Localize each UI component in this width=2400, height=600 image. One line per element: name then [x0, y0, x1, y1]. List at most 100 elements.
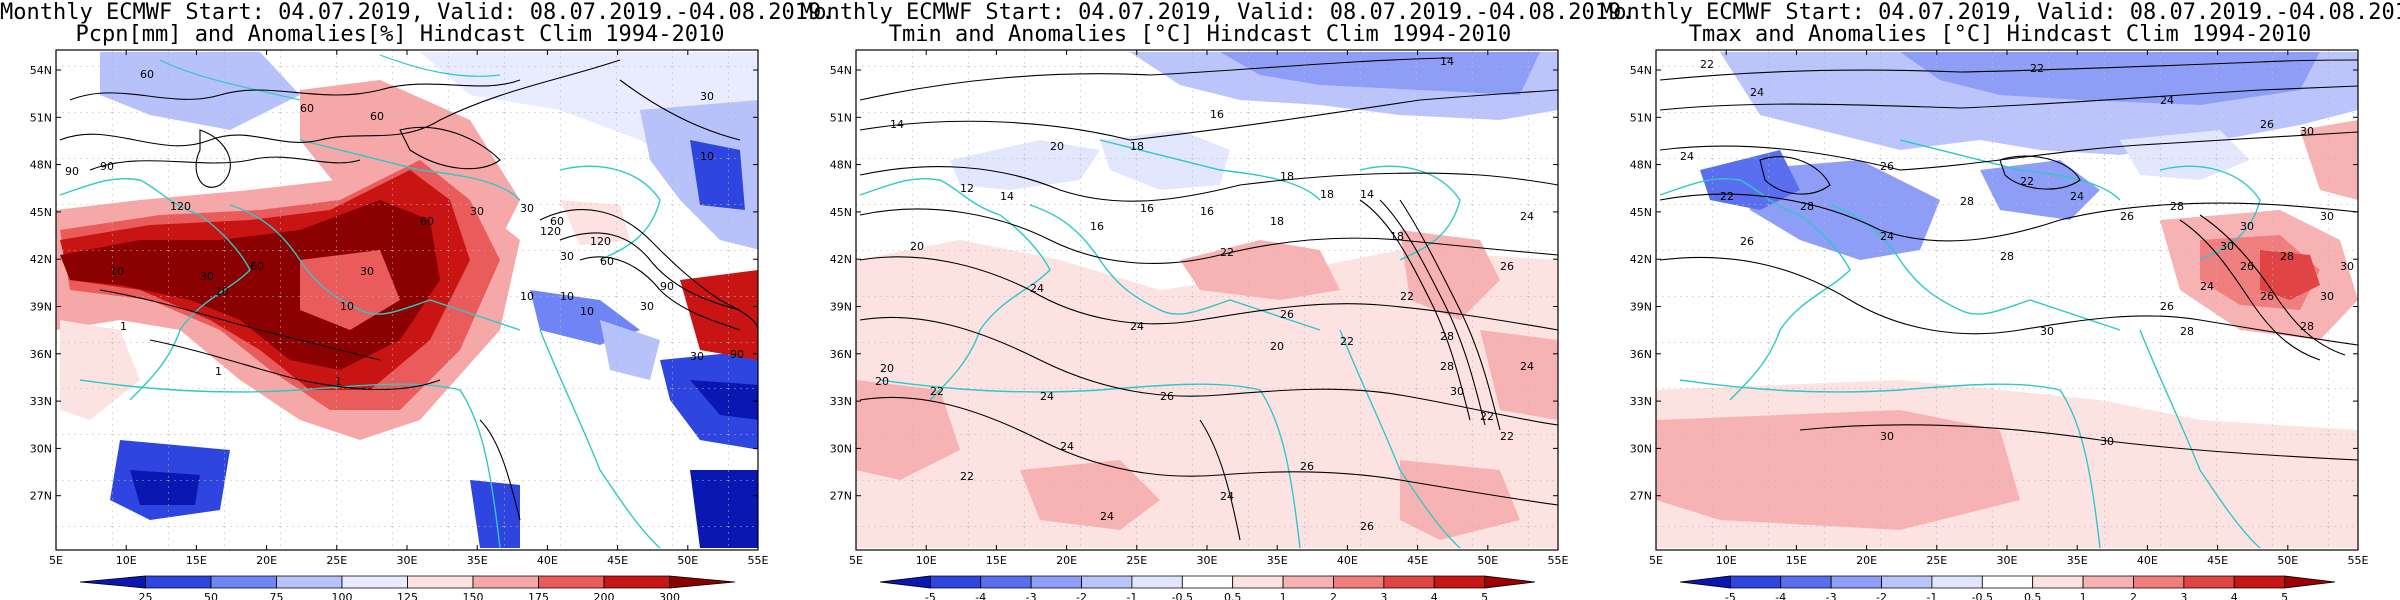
- colorbar-label: 50: [204, 591, 218, 600]
- contour-label: 20: [1050, 140, 1064, 153]
- colorbar-swatch: [2133, 575, 2185, 589]
- longitude-label: 40E: [1337, 554, 1358, 567]
- longitude-label: 50E: [2277, 554, 2298, 567]
- colorbar-label: -3: [1826, 591, 1837, 600]
- panel-title: Monthly ECMWF Start: 04.07.2019, Valid: …: [0, 0, 835, 25]
- colorbar-label: 125: [397, 591, 418, 600]
- contour-label: 120: [540, 225, 561, 238]
- contour-label: 22: [1700, 58, 1714, 71]
- contour-label: 22: [2030, 62, 2044, 75]
- latitude-label: 36N: [1630, 348, 1652, 361]
- contour-label: 1: [120, 320, 127, 333]
- colorbar-label: -3: [1026, 591, 1037, 600]
- contour-label: 120: [170, 200, 191, 213]
- contour-label: 90: [730, 348, 744, 361]
- colorbar-label: -1: [1926, 591, 1937, 600]
- contour-label: 60: [550, 215, 564, 228]
- contour-label: 10: [110, 265, 124, 278]
- colorbar-swatch: [1484, 575, 1536, 589]
- colorbar-swatch: [879, 575, 931, 589]
- latitude-label: 45N: [30, 206, 52, 219]
- panel-tmin: Monthly ECMWF Start: 04.07.2019, Valid: …: [800, 0, 1634, 600]
- latitude-label: 48N: [830, 159, 852, 172]
- contour-label: 16: [1210, 108, 1224, 121]
- contour-label: 10: [520, 290, 534, 303]
- colorbar-label: 25: [139, 591, 153, 600]
- contour-label: 22: [1480, 410, 1494, 423]
- longitude-label: 25E: [326, 554, 347, 567]
- longitude-label: 5E: [1649, 554, 1663, 567]
- contour-label: 28: [2180, 325, 2194, 338]
- colorbar-label: 150: [463, 591, 484, 600]
- contour-label: 90: [65, 165, 79, 178]
- colorbar-swatch: [1131, 575, 1183, 589]
- latitude-label: 27N: [830, 490, 852, 503]
- longitude-label: 45E: [1407, 554, 1428, 567]
- contour-label: 28: [2000, 250, 2014, 263]
- latitude-label: 36N: [830, 348, 852, 361]
- contour-label: 60: [370, 110, 384, 123]
- latitude-label: 45N: [830, 206, 852, 219]
- contour-label: 30: [700, 90, 714, 103]
- latitude-label: 54N: [1630, 64, 1652, 77]
- contour-label: 1: [215, 365, 222, 378]
- contour-label: 30: [2320, 210, 2334, 223]
- colorbar-label: 5: [2281, 591, 2288, 600]
- colorbar-swatch: [276, 575, 343, 589]
- contour-label: 26: [1300, 460, 1314, 473]
- colorbar-label: 5: [1481, 591, 1488, 600]
- colorbar-swatch: [1282, 575, 1334, 589]
- contour-label: 30: [560, 250, 574, 263]
- colorbar-label: -1: [1126, 591, 1137, 600]
- colorbar: -5 -4 -3 -2 -1 -0.5 0.5 1 2 3 4 5: [879, 575, 1536, 600]
- latitude-label: 45N: [1630, 206, 1652, 219]
- contour-label: 16: [1090, 220, 1104, 233]
- contour-label: 18: [1280, 170, 1294, 183]
- contour-label: 60: [140, 68, 154, 81]
- colorbar-swatch: [210, 575, 277, 589]
- contour-label: 14: [890, 118, 904, 131]
- contour-label: 30: [2320, 290, 2334, 303]
- contour-label: 30: [690, 350, 704, 363]
- colorbar-swatch: [1081, 575, 1133, 589]
- contour-label: 26: [2240, 260, 2254, 273]
- contour-label: 30: [2100, 435, 2114, 448]
- latitude-label: 48N: [30, 159, 52, 172]
- latitude-label: 36N: [30, 348, 52, 361]
- colorbar: 25 50 75 100 125 150 175 200 300: [79, 575, 736, 600]
- latitude-label: 39N: [30, 301, 52, 314]
- contour-label: 20: [880, 362, 894, 375]
- colorbar-label: 200: [594, 591, 615, 600]
- contour-label: 10: [700, 150, 714, 163]
- colorbar-swatch: [669, 575, 736, 589]
- longitude-label: 20E: [1856, 554, 1877, 567]
- contour-label: 24: [1680, 150, 1694, 163]
- contour-label: 16: [1140, 202, 1154, 215]
- contour-label: 28: [2170, 200, 2184, 213]
- latitude-label: 42N: [30, 253, 52, 266]
- colorbar-swatch: [1030, 575, 1082, 589]
- contour-label: 26: [1280, 308, 1294, 321]
- latitude-label: 54N: [830, 64, 852, 77]
- contour-label: 18: [1130, 140, 1144, 153]
- longitude-label: 45E: [2207, 554, 2228, 567]
- colorbar-swatch: [2082, 575, 2134, 589]
- longitude-label: 55E: [1548, 554, 1569, 567]
- colorbar-label: -0.5: [1172, 591, 1193, 600]
- panel-tmax: Monthly ECMWF Start: 04.07.2019, Valid: …: [1600, 0, 2400, 600]
- longitude-label: 25E: [1926, 554, 1947, 567]
- precipitation-map: 60 60 60 90 90 120 120 60 60 30 30 30 30…: [30, 49, 769, 600]
- contour-label: 28: [1800, 200, 1814, 213]
- longitude-label: 5E: [49, 554, 63, 567]
- contour-label: 26: [2120, 210, 2134, 223]
- panel-precipitation: Monthly ECMWF Start: 04.07.2019, Valid: …: [0, 0, 835, 600]
- contour-label: 90: [660, 280, 674, 293]
- longitude-label: 30E: [1197, 554, 1218, 567]
- colorbar-swatch: [603, 575, 670, 589]
- contour-label: 20: [910, 240, 924, 253]
- longitude-label: 55E: [748, 554, 769, 567]
- contour-label: 12: [960, 182, 974, 195]
- latitude-label: 51N: [30, 111, 52, 124]
- colorbar-label: 100: [332, 591, 353, 600]
- colorbar-label: -5: [925, 591, 936, 600]
